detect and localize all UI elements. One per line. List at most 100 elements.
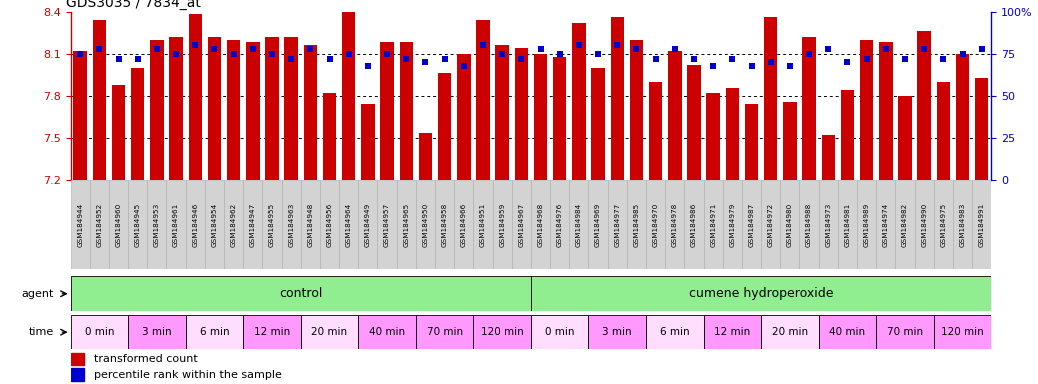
Point [302, 46, 319, 52]
Bar [169, 37, 183, 180]
Text: GSM184990: GSM184990 [921, 202, 927, 247]
Point [820, 46, 837, 52]
Bar [400, 43, 413, 180]
Bar [204, 180, 224, 269]
Text: GSM184958: GSM184958 [441, 202, 447, 247]
Text: GSM184969: GSM184969 [595, 202, 601, 247]
Bar [151, 40, 164, 180]
Text: GSM184982: GSM184982 [902, 202, 908, 247]
Text: 12 min: 12 min [714, 327, 750, 337]
Bar [531, 180, 550, 269]
Text: GSM184960: GSM184960 [115, 202, 121, 247]
Text: GSM184973: GSM184973 [825, 202, 831, 247]
Text: GSM184951: GSM184951 [480, 202, 486, 247]
Point [72, 51, 88, 57]
Bar [610, 17, 624, 180]
Point [110, 56, 127, 62]
Text: GSM184953: GSM184953 [154, 202, 160, 247]
Bar [630, 40, 644, 180]
Bar [361, 104, 375, 180]
Point [283, 56, 300, 62]
Bar [898, 96, 911, 180]
Text: GSM184974: GSM184974 [882, 202, 889, 247]
Text: 0 min: 0 min [85, 327, 114, 337]
Text: 120 min: 120 min [481, 327, 523, 337]
Text: GSM184965: GSM184965 [403, 202, 409, 247]
Bar [455, 180, 473, 269]
Point [456, 63, 472, 69]
Bar [71, 369, 84, 381]
Text: GSM184959: GSM184959 [499, 202, 506, 247]
Point [858, 56, 875, 62]
Bar [358, 180, 378, 269]
Bar [918, 31, 931, 180]
Bar [761, 180, 781, 269]
Bar [973, 180, 991, 269]
Point [264, 51, 280, 57]
Bar [495, 45, 509, 180]
Bar [761, 315, 819, 349]
Bar [339, 180, 358, 269]
Point [130, 56, 146, 62]
Bar [323, 93, 336, 180]
Bar [284, 37, 298, 180]
Text: 3 min: 3 min [602, 327, 632, 337]
Point [91, 46, 108, 52]
Text: GSM184956: GSM184956 [327, 202, 332, 247]
Bar [473, 315, 531, 349]
Bar [531, 315, 589, 349]
Text: GSM184962: GSM184962 [230, 202, 237, 247]
Text: GSM184975: GSM184975 [940, 202, 947, 247]
Bar [263, 180, 281, 269]
Bar [726, 88, 739, 180]
Bar [841, 90, 854, 180]
Bar [668, 51, 682, 180]
Bar [71, 315, 128, 349]
Point [532, 46, 549, 52]
Bar [166, 180, 186, 269]
Text: GSM184950: GSM184950 [422, 202, 429, 247]
Bar [380, 43, 393, 180]
Text: GSM184964: GSM184964 [346, 202, 352, 247]
Bar [821, 136, 835, 180]
Bar [301, 315, 358, 349]
Bar [243, 180, 263, 269]
Point [609, 42, 626, 48]
Point [782, 63, 798, 69]
Point [839, 59, 855, 65]
Bar [745, 104, 758, 180]
Bar [476, 20, 490, 180]
Text: GSM184977: GSM184977 [614, 202, 621, 247]
Bar [722, 180, 742, 269]
Bar [896, 180, 914, 269]
Text: GSM184954: GSM184954 [212, 202, 217, 247]
Text: GSM184955: GSM184955 [269, 202, 275, 247]
Bar [857, 180, 876, 269]
Text: 70 min: 70 min [427, 327, 463, 337]
Bar [687, 65, 701, 180]
Bar [784, 102, 796, 180]
Bar [435, 180, 455, 269]
Point [666, 46, 683, 52]
Bar [397, 180, 416, 269]
Point [648, 56, 664, 62]
Bar [342, 0, 355, 180]
Text: GSM184966: GSM184966 [461, 202, 467, 247]
Text: GSM184978: GSM184978 [672, 202, 678, 247]
Text: 40 min: 40 min [370, 327, 405, 337]
Bar [876, 180, 896, 269]
Bar [956, 54, 969, 180]
Bar [131, 68, 144, 180]
Bar [879, 43, 893, 180]
Bar [304, 45, 317, 180]
Bar [128, 180, 147, 269]
Text: GSM184957: GSM184957 [384, 202, 390, 247]
Text: GSM184983: GSM184983 [959, 202, 965, 247]
Text: 40 min: 40 min [829, 327, 866, 337]
Bar [109, 180, 128, 269]
Text: GDS3035 / 7834_at: GDS3035 / 7834_at [66, 0, 201, 10]
Bar [781, 180, 799, 269]
Text: GSM184945: GSM184945 [135, 202, 141, 247]
Point [321, 56, 337, 62]
Bar [92, 20, 106, 180]
